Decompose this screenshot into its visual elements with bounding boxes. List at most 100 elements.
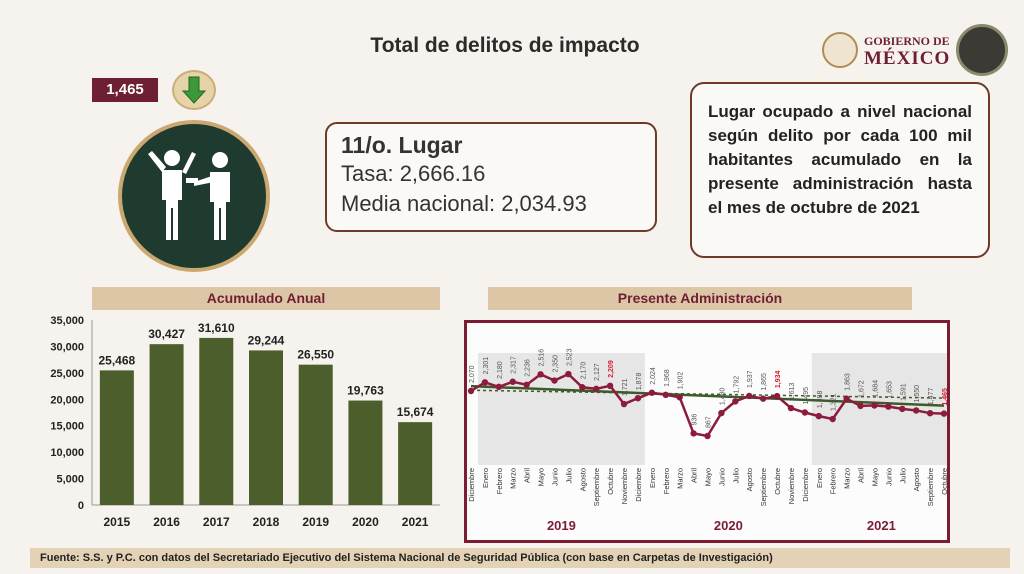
data-point: [495, 383, 503, 391]
data-point: [690, 430, 697, 437]
source-footer: Fuente: S.S. y P.C. con datos del Secret…: [30, 548, 1010, 568]
data-point: [676, 394, 683, 401]
page-title: Total de delitos de impacto: [370, 34, 640, 57]
y-tick-label: 20,000: [50, 394, 84, 406]
data-value-label: 867: [706, 416, 713, 428]
data-value-label: 1,684: [872, 380, 879, 398]
year-label: 2021: [867, 518, 896, 533]
bar-value-label: 30,427: [148, 327, 185, 341]
data-value-label: 1,968: [664, 369, 671, 387]
data-value-label: 936: [692, 414, 699, 426]
ranking-card: 11/o. Lugar Tasa: 2,666.16 Media naciona…: [325, 122, 657, 232]
month-label: Julio: [898, 468, 907, 483]
data-point: [565, 370, 572, 378]
bar: [199, 337, 234, 505]
data-value-label: 2,170: [580, 362, 587, 380]
annual-bar-chart: 35,000 30,000 25,000 20,000 15,000 10,000 5,00…: [50, 315, 440, 529]
bar: [149, 344, 184, 505]
y-tick-label: 0: [78, 500, 84, 512]
line-chart-frame: 2,070 Diciembre 2,301 Enero 2,180 Febrero 2,31…: [464, 320, 950, 543]
month-label: Febrero: [829, 468, 838, 494]
data-point: [843, 395, 850, 402]
data-value-label: 2,209: [608, 360, 615, 378]
bar-value-label: 31,610: [198, 321, 235, 335]
bar: [398, 422, 433, 505]
bar-value-label: 29,244: [248, 333, 285, 347]
bar-value-label: 25,468: [99, 353, 136, 367]
data-value-label: 1,878: [636, 373, 643, 391]
data-point: [759, 395, 767, 402]
month-label: Junio: [884, 468, 893, 486]
data-point: [634, 394, 642, 402]
month-label: Julio: [731, 468, 740, 483]
data-value-label: 2,317: [511, 356, 518, 374]
government-logo: GOBIERNO DE MÉXICO: [822, 22, 1018, 78]
month-label: Septiembre: [926, 468, 935, 506]
month-label: Mayo: [537, 468, 546, 486]
month-label: Enero: [481, 468, 490, 488]
data-value-label: 1,591: [900, 383, 907, 401]
month-label: Mayo: [870, 468, 879, 486]
month-label: Marzo: [843, 468, 852, 489]
y-tick-label: 10,000: [50, 447, 84, 459]
y-tick-label: 25,000: [50, 368, 84, 380]
data-value-label: 1,653: [886, 381, 893, 399]
data-value-label: 2,350: [552, 355, 559, 373]
data-point: [926, 409, 934, 417]
x-tick-label: 2021: [402, 515, 429, 529]
logo-line2: MÉXICO: [864, 48, 951, 69]
x-tick-label: 2019: [302, 515, 329, 529]
data-value-label: 2,516: [539, 349, 546, 367]
data-point: [467, 387, 475, 395]
data-point: [787, 404, 795, 412]
ranking-note: Lugar ocupado a nivel nacional según del…: [690, 82, 990, 258]
data-value-label: 1,721: [622, 378, 629, 396]
data-point: [523, 381, 530, 388]
shade-2021: [811, 353, 947, 465]
data-point: [662, 391, 669, 399]
monthly-line-chart: 2,070 Diciembre 2,301 Enero 2,180 Febrero 2,31…: [467, 348, 949, 533]
data-value-label: 1,477: [928, 388, 935, 406]
data-value-label: 2,127: [594, 363, 601, 381]
data-point: [593, 385, 600, 393]
data-value-label: 2,236: [525, 359, 532, 377]
data-value-label: 1,465: [942, 388, 947, 406]
data-point: [606, 382, 614, 390]
month-label: Agosto: [912, 468, 921, 491]
data-value-label: 2,301: [483, 357, 490, 375]
data-value-label: 2,024: [650, 367, 657, 385]
month-label: Enero: [648, 468, 657, 488]
month-label: Julio: [564, 468, 573, 483]
month-label: Abril: [523, 468, 532, 483]
data-value-label: 1,480: [719, 387, 726, 405]
data-point: [857, 402, 864, 410]
data-value-label: 1,865: [761, 373, 768, 391]
robbery-icon: [118, 120, 270, 272]
month-label: Abril: [857, 468, 866, 483]
data-point: [773, 392, 781, 400]
data-value-label: 2,523: [566, 348, 573, 366]
logo-line1: GOBIERNO DE: [864, 34, 950, 48]
y-tick-label: 35,000: [50, 315, 84, 327]
year-label: 2020: [714, 518, 743, 533]
rank-national-mean: Media nacional: 2,034.93: [341, 191, 587, 216]
y-tick-label: 15,000: [50, 421, 84, 433]
year-label: 2019: [547, 518, 576, 533]
month-label: Febrero: [662, 468, 671, 494]
data-point: [912, 407, 920, 414]
month-label: Agosto: [745, 468, 754, 491]
data-point: [899, 405, 906, 413]
data-point: [704, 432, 711, 440]
data-point: [871, 402, 878, 409]
month-label: Agosto: [578, 468, 587, 491]
data-point: [620, 400, 628, 408]
month-label: Febrero: [495, 468, 504, 494]
data-value-label: 1,672: [859, 380, 866, 398]
mexico-2021-seal-icon: [956, 24, 1009, 76]
month-label: Noviembre: [620, 468, 629, 504]
y-tick-label: 30,000: [50, 341, 84, 353]
current-value-badge: 1,465: [92, 78, 158, 102]
month-label: Junio: [717, 468, 726, 486]
data-point: [537, 371, 544, 378]
data-point: [829, 415, 836, 423]
